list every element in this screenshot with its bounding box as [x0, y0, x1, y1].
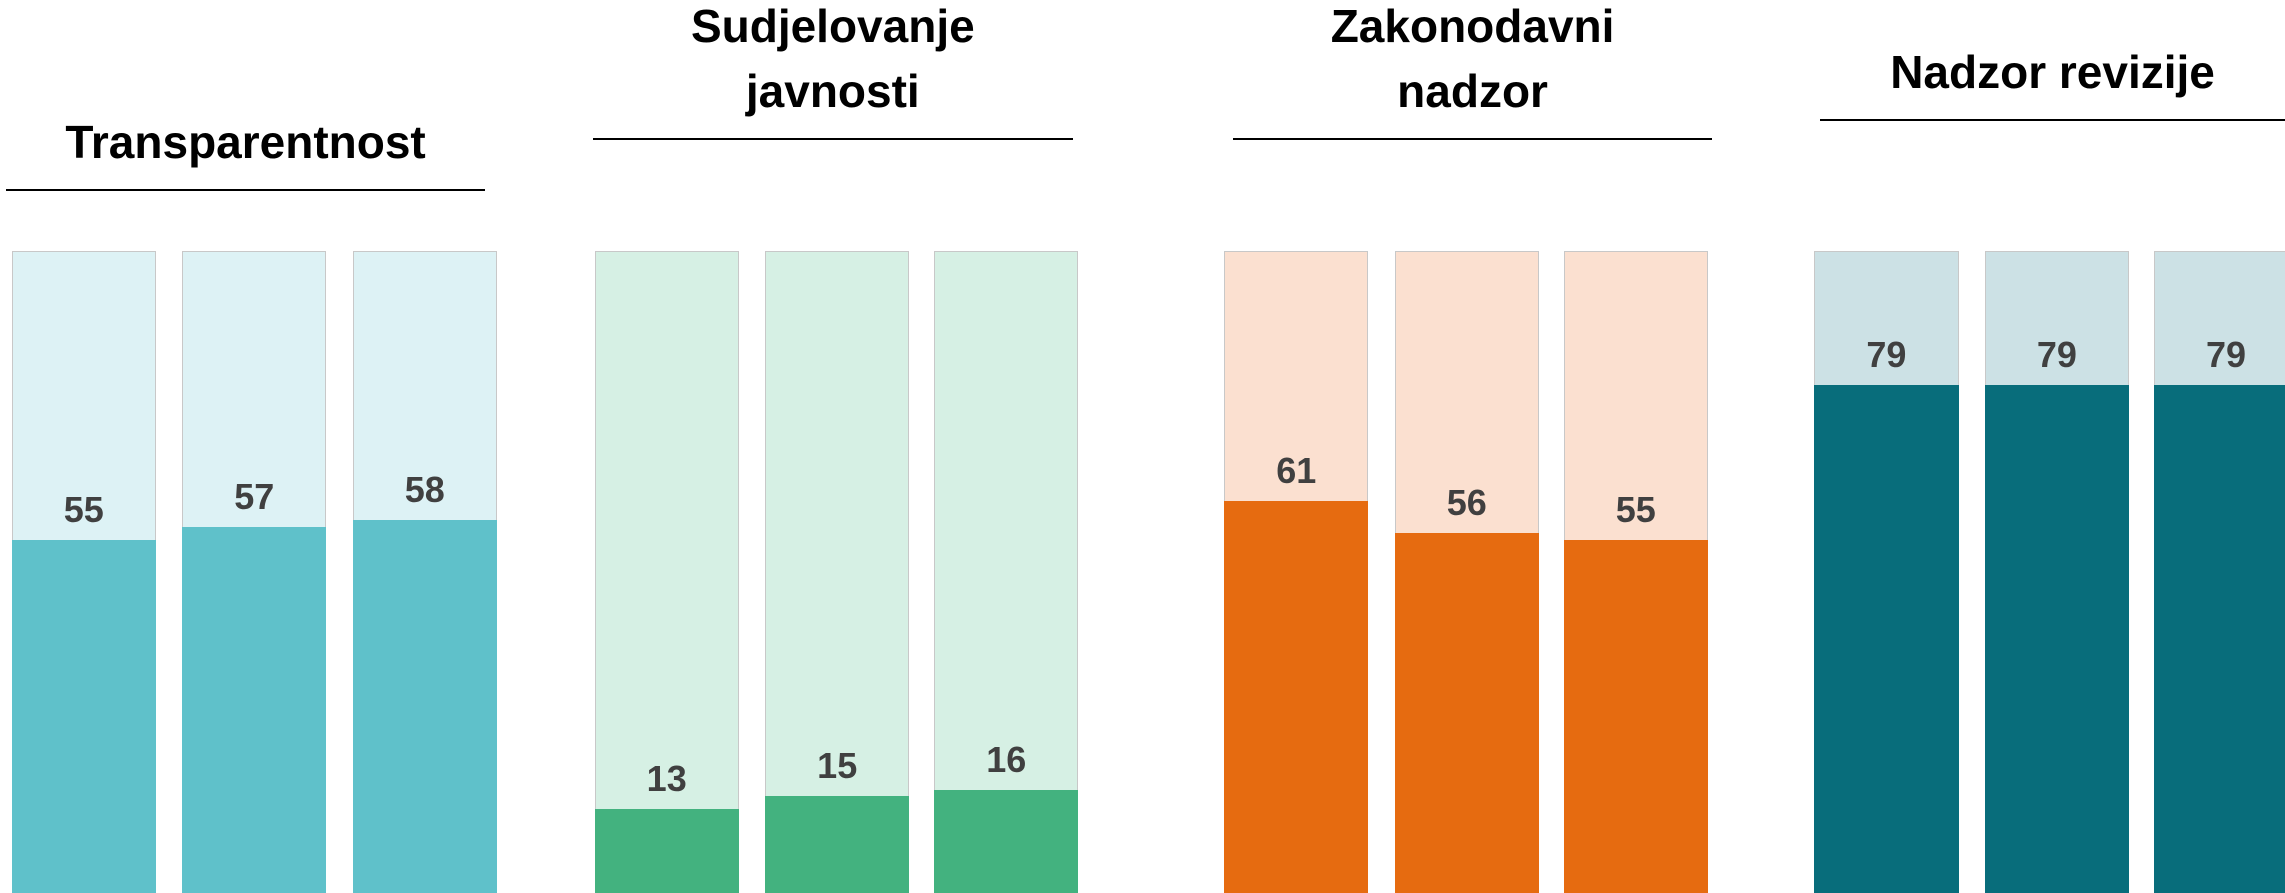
- title-rule: [593, 138, 1073, 141]
- chart-title: Sudjelovanje javnosti: [533, 0, 1132, 124]
- value-label: 58: [404, 469, 445, 511]
- value-label: 79: [1866, 334, 1907, 376]
- bar: [1563, 539, 1708, 893]
- title-rule: [1232, 138, 1713, 141]
- value-label: 55: [1615, 488, 1656, 530]
- bar: [352, 520, 497, 893]
- bar: [765, 796, 910, 893]
- bar-background: [765, 250, 910, 893]
- title-line: Sudjelovanje: [690, 0, 975, 53]
- bar: [594, 809, 739, 893]
- chart-title: Transparentnost: [0, 0, 545, 175]
- title-line: javnosti: [745, 65, 920, 118]
- title-line: nadzor: [1397, 65, 1548, 118]
- title-line: Zakonodavni: [1330, 0, 1615, 53]
- value-label: 61: [1276, 450, 1317, 491]
- value-label: 56: [1446, 482, 1487, 524]
- title-rule: [1820, 119, 2285, 122]
- bar-background: [934, 250, 1079, 893]
- bar: [1984, 385, 2130, 893]
- bar: [1814, 385, 1959, 893]
- value-label: 13: [646, 758, 687, 800]
- bar: [934, 789, 1079, 893]
- bar: [182, 526, 327, 893]
- bar: [1224, 501, 1369, 893]
- value-label: 16: [986, 738, 1027, 780]
- bar-background: [594, 250, 739, 893]
- value-label: 79: [2205, 334, 2246, 376]
- title-line: Nadzor revizije: [1890, 46, 2215, 99]
- value-label: 55: [63, 488, 104, 530]
- title-line: Transparentnost: [65, 116, 426, 169]
- value-label: 79: [2036, 334, 2077, 376]
- value-label: 57: [234, 475, 275, 517]
- chart-title: Nadzor revizije: [1760, 0, 2285, 105]
- title-rule: [5, 189, 486, 192]
- bar: [2153, 385, 2285, 893]
- bar: [1394, 533, 1539, 893]
- value-label: 15: [817, 745, 858, 787]
- chart-title: Zakonodavni nadzor: [1173, 0, 1772, 124]
- bar: [11, 539, 156, 893]
